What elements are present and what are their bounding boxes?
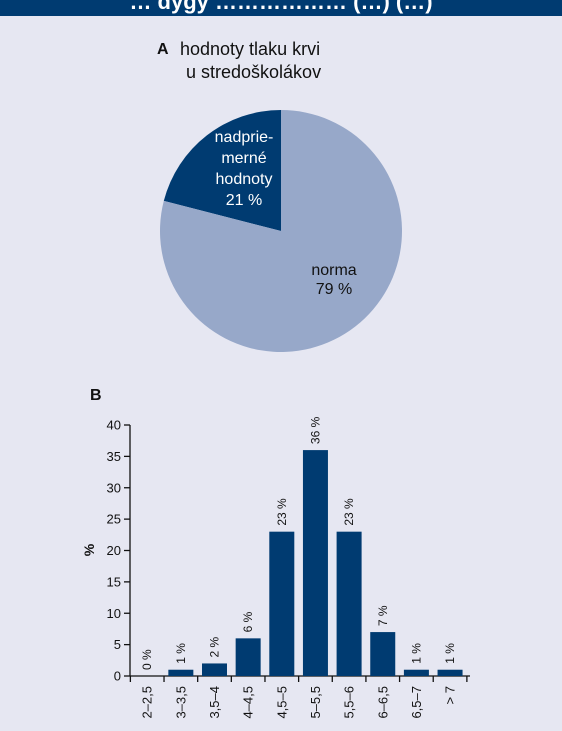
y-tick-label: 35 — [107, 449, 121, 464]
bar — [403, 669, 429, 676]
y-tick-label: 0 — [114, 669, 121, 684]
pie-chart: nadprie-merné hodnoty 21 % norma 79 % — [160, 109, 402, 353]
x-category-label: > 7 — [443, 686, 458, 704]
bar — [437, 669, 463, 676]
header-bar: … dygy ……………… (…) (…) — [0, 0, 562, 16]
y-tick-label: 40 — [107, 418, 121, 433]
bar — [336, 531, 362, 676]
pie-slice — [160, 109, 402, 353]
bar-value-label: 36 % — [308, 416, 322, 444]
bar-value-label: 7 % — [376, 605, 390, 626]
pie-slice-label: merné — [221, 150, 266, 167]
x-category-label: 6–6,5 — [375, 686, 390, 719]
x-category-label: 5–5,5 — [308, 686, 323, 719]
pie-slice-label: 21 % — [226, 192, 262, 209]
bar — [235, 638, 261, 676]
header-title: … dygy ……………… (…) (…) — [129, 0, 433, 14]
y-tick-label: 10 — [107, 606, 121, 621]
x-category-label: 2–2,5 — [140, 686, 155, 719]
pie-slice — [163, 110, 281, 231]
y-axis-title: % — [81, 543, 97, 556]
bar-value-label: 6 % — [241, 611, 255, 632]
bar-chart: 0 5 10 15 20 25 30 35 40% 0 % 2–2,5 1 % 3–3,5 2 % 3,5–… — [81, 416, 470, 719]
y-tick-label: 25 — [107, 512, 121, 527]
bar-value-label: 1 % — [409, 643, 423, 664]
bar — [370, 632, 396, 676]
bar-value-label: 1 % — [174, 643, 188, 664]
pie-title-line-1: hodnoty tlaku krvi — [180, 39, 320, 59]
x-category-label: 5,5–6 — [342, 686, 357, 719]
pie-slice-label: nadprie- — [215, 129, 274, 146]
panel-b-letter: B — [90, 387, 102, 404]
bar-value-label: 23 % — [275, 498, 289, 526]
bar-value-label: 23 % — [342, 498, 356, 526]
y-tick-label: 20 — [107, 543, 121, 558]
x-category-label: 3,5–4 — [207, 686, 222, 719]
bar-value-label: 1 % — [443, 643, 457, 664]
bar — [202, 663, 227, 676]
x-category-label: 3–3,5 — [173, 686, 188, 719]
pie-slice-label: norma — [311, 262, 356, 279]
bar — [302, 450, 328, 676]
x-category-label: 4,5–5 — [274, 686, 289, 719]
bar-value-label: 2 % — [208, 636, 222, 657]
y-tick-label: 15 — [107, 574, 121, 589]
bar — [269, 531, 295, 676]
y-tick-label: 5 — [114, 637, 121, 652]
bar-value-label: 0 % — [140, 649, 154, 670]
pie-slice-label: 79 % — [316, 281, 352, 298]
y-tick-label: 30 — [107, 480, 121, 495]
x-category-label: 6,5–7 — [409, 686, 424, 719]
pie-slice-label: hodnoty — [216, 171, 273, 188]
bar — [168, 669, 194, 676]
x-category-label: 4–4,5 — [241, 686, 256, 719]
pie-title-line-2: u stredoškolákov — [186, 62, 321, 82]
panel-a-letter: A — [157, 41, 169, 58]
